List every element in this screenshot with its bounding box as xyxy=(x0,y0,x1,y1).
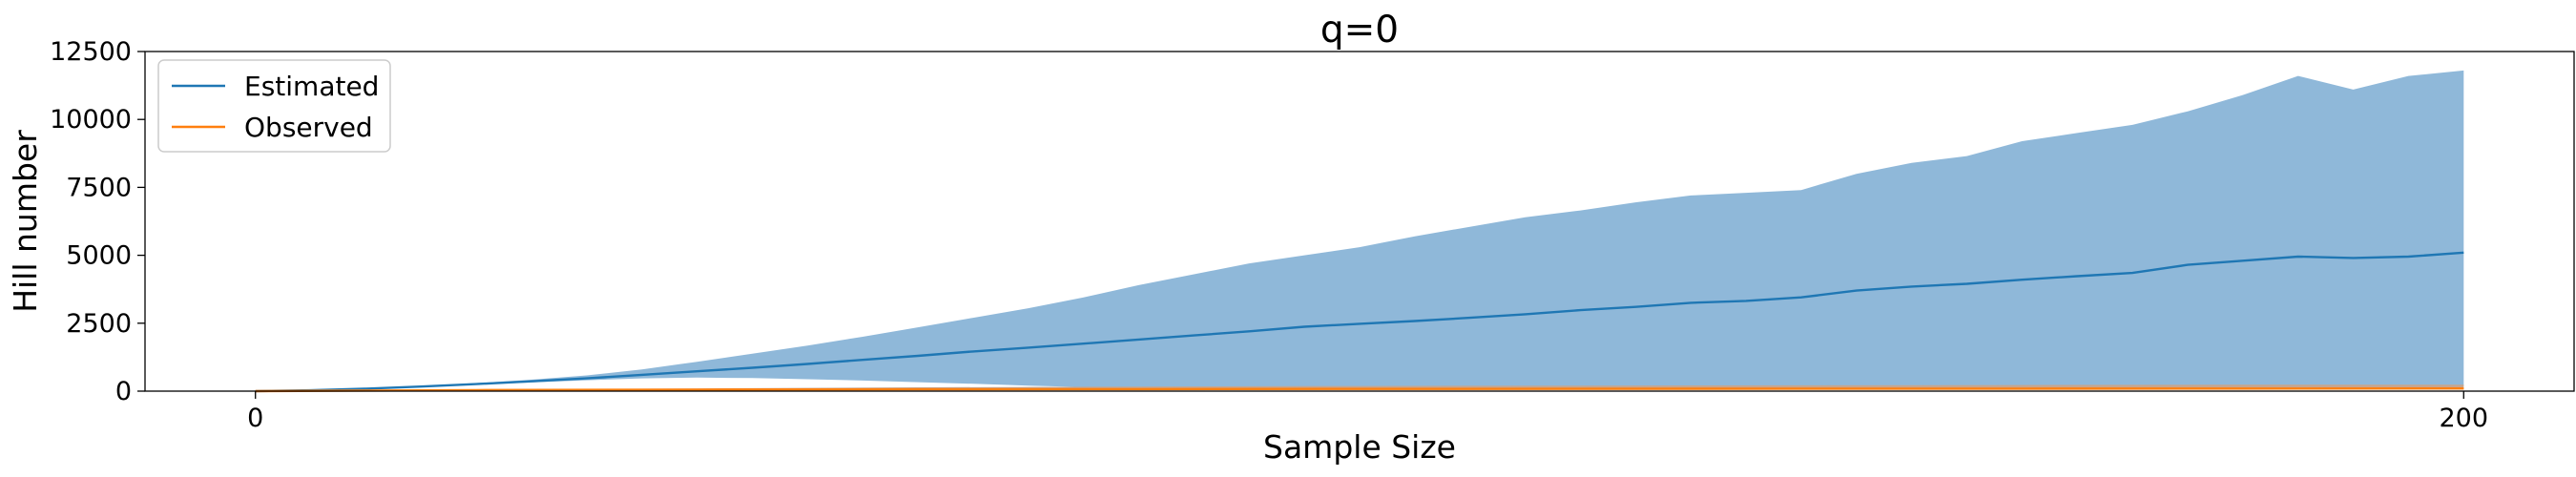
x-tick-label: 200 xyxy=(2439,404,2488,433)
y-tick-label: 12500 xyxy=(50,37,132,67)
y-tick-label: 5000 xyxy=(66,241,132,271)
plot-frame xyxy=(144,51,2575,392)
y-tick-label: 2500 xyxy=(66,309,132,339)
series-line-observed xyxy=(255,387,2464,393)
x-axis-label: Sample Size xyxy=(1263,428,1456,466)
y-tick-label: 7500 xyxy=(66,173,132,202)
y-axis-label: Hill number xyxy=(7,130,44,313)
series-line-estimated xyxy=(255,251,2464,393)
legend: Estimated Observed xyxy=(157,59,391,153)
y-axis-ticks: 0 2500 5000 7500 10000 12500 xyxy=(50,37,145,406)
series-lines xyxy=(255,251,2464,393)
y-tick-label: 10000 xyxy=(50,105,132,135)
legend-box xyxy=(157,59,391,153)
legend-label-estimated: Estimated xyxy=(244,71,379,102)
confidence-band-estimated xyxy=(255,70,2464,392)
x-axis-ticks: 0 200 xyxy=(247,391,2488,433)
legend-label-observed: Observed xyxy=(244,112,373,143)
y-tick-label: 0 xyxy=(115,377,132,406)
x-tick-label: 0 xyxy=(247,404,263,433)
confidence-bands xyxy=(255,70,2464,392)
chart-title: q=0 xyxy=(1320,9,1399,52)
